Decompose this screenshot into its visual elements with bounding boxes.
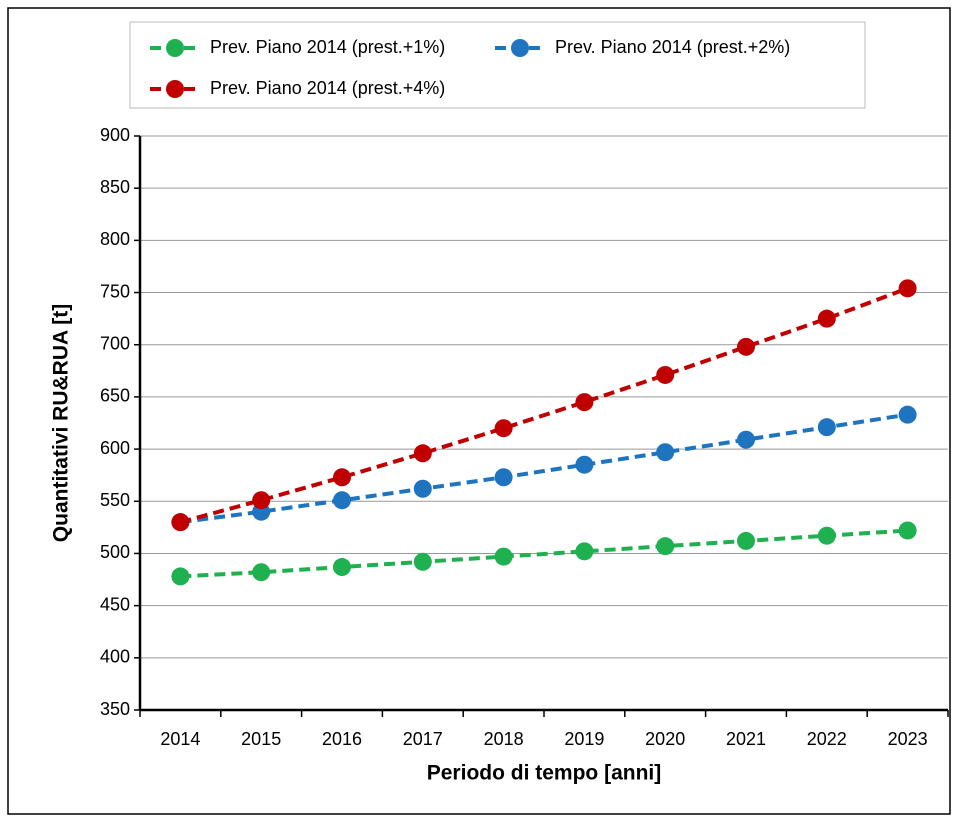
y-tick-label: 750 [100,281,130,301]
series-marker [575,542,594,561]
series-marker [413,479,432,498]
series-marker [737,430,755,449]
x-tick-label: 2017 [403,729,443,749]
series-marker [898,521,917,540]
series-marker [252,491,271,510]
series-marker [817,526,836,545]
y-tick-label: 650 [100,386,130,406]
series-marker [656,537,675,556]
x-tick-label: 2018 [484,729,524,749]
series-line [180,412,908,525]
series-line [179,286,909,525]
y-tick-label: 350 [100,699,130,719]
x-tick-label: 2023 [888,729,928,749]
legend-marker [166,39,184,57]
y-tick-label: 400 [100,647,130,667]
y-tick-label: 700 [100,333,130,353]
series-marker [737,531,755,550]
series-marker [333,558,351,577]
y-tick-label: 450 [100,594,130,614]
x-tick-label: 2022 [807,729,847,749]
y-tick-label: 900 [100,125,130,145]
legend-box [129,21,866,109]
y-tick-label: 500 [100,542,130,562]
series-marker [333,491,351,510]
y-axis-label: Quantitativi RU&RUA [t] [50,304,73,542]
series-marker [656,443,675,462]
series-line [180,528,908,579]
series-marker [252,563,271,582]
x-tick-label: 2019 [564,729,604,749]
x-axis-label: Periodo di tempo [anni] [427,762,662,785]
series-marker [494,419,513,438]
chart-border [7,7,951,815]
series-marker [817,418,836,437]
legend-marker [166,80,184,98]
y-tick-label: 550 [100,490,130,510]
series-marker [898,405,917,424]
series-marker [413,444,432,463]
series-marker [171,567,190,586]
series-marker [817,309,836,328]
y-tick-label: 850 [100,177,130,197]
series-marker [413,552,432,571]
series-marker [494,468,513,487]
legend-label: Prev. Piano 2014 (prest.+1%) [210,37,445,57]
y-tick-label: 600 [100,438,130,458]
legend-marker [511,39,529,57]
series-marker [171,513,190,532]
x-tick-label: 2015 [241,729,281,749]
series-marker [494,547,513,566]
series-marker [575,455,594,474]
series-marker [575,393,594,412]
x-tick-label: 2016 [322,729,362,749]
series-marker [737,337,755,356]
x-tick-label: 2020 [645,729,685,749]
legend-label: Prev. Piano 2014 (prest.+2%) [555,37,790,57]
series-marker [898,279,917,298]
series-marker [333,468,351,487]
legend-label: Prev. Piano 2014 (prest.+4%) [210,78,445,98]
x-tick-label: 2021 [726,729,766,749]
y-tick-label: 800 [100,229,130,249]
x-tick-label: 2014 [160,729,200,749]
series-marker [656,365,675,384]
